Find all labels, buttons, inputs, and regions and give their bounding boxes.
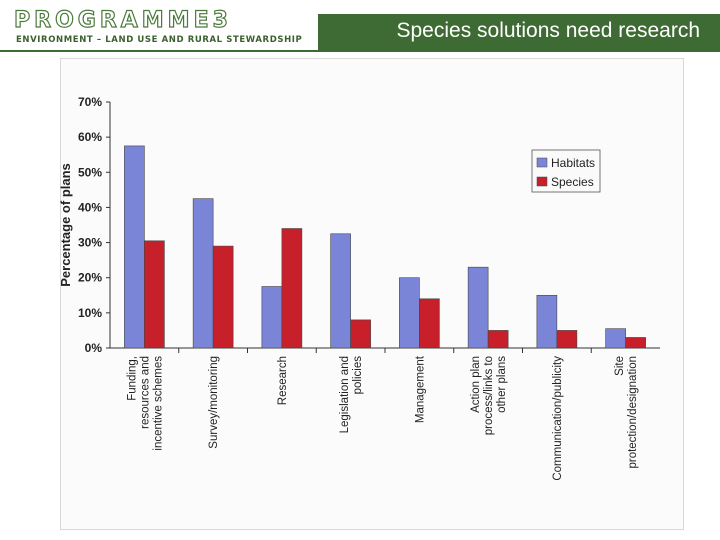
bar-species-1 bbox=[144, 240, 165, 349]
bar-species-8 bbox=[625, 337, 646, 349]
bar-habitats-2 bbox=[192, 198, 214, 349]
y-tick-label: 20% bbox=[78, 271, 102, 285]
logo-subtitle: ENVIRONMENT – LAND USE AND RURAL STEWARD… bbox=[16, 35, 303, 45]
x-tick-label: Siteprotection/designation bbox=[614, 356, 639, 469]
x-tick-label: Legislation andpolicies bbox=[339, 356, 364, 434]
x-tick-label: Management bbox=[414, 355, 426, 423]
legend-label-species: Species bbox=[551, 175, 594, 189]
title-bar: Species solutions need research bbox=[318, 14, 720, 50]
x-tick-label: Survey/monitoring bbox=[208, 356, 220, 449]
chart-legend: Habitats Species bbox=[531, 149, 601, 193]
bar-species-2 bbox=[212, 245, 234, 349]
y-tick-label: 40% bbox=[78, 200, 102, 214]
x-tick-label: Communication/publicity bbox=[552, 356, 564, 481]
y-axis-label: Percentage of plans bbox=[58, 163, 73, 287]
y-tick-label: 30% bbox=[78, 236, 102, 250]
bar-species-7 bbox=[556, 330, 578, 349]
bar-habitats-3 bbox=[261, 286, 283, 349]
y-tick-label: 60% bbox=[78, 130, 102, 144]
x-tick-label: Action planprocess/links toother plans bbox=[470, 356, 508, 436]
logo-wordmark: PROGRAMME3 bbox=[13, 7, 232, 33]
chart-bars bbox=[124, 145, 646, 349]
bar-species-5 bbox=[419, 298, 440, 349]
x-tick-label: Research bbox=[277, 356, 289, 405]
chart-labels: 0% 10% 20% 30% 40% 50% 60% 70% Percentage of pla… bbox=[58, 95, 639, 481]
x-tick-label: Funding,resources andincentive schemes bbox=[126, 356, 164, 451]
legend-swatch-habitats bbox=[536, 157, 548, 168]
bar-habitats-1 bbox=[124, 145, 145, 349]
bar-habitats-8 bbox=[605, 328, 626, 349]
programme3-logo: PROGRAMME3 ENVIRONMENT – LAND USE AND RU… bbox=[13, 7, 304, 48]
bar-habitats-5 bbox=[399, 277, 420, 349]
chart-axes bbox=[106, 101, 660, 353]
bar-habitats-6 bbox=[467, 266, 489, 349]
bar-species-3 bbox=[281, 228, 303, 349]
legend-label-habitats: Habitats bbox=[551, 156, 595, 170]
slide-title: Species solutions need research bbox=[396, 19, 700, 42]
y-tick-label: 10% bbox=[78, 306, 102, 320]
y-tick-label: 50% bbox=[78, 165, 102, 179]
bar-species-6 bbox=[487, 330, 509, 349]
slide-header: PROGRAMME3 ENVIRONMENT – LAND USE AND RU… bbox=[0, 0, 720, 52]
bar-species-4 bbox=[350, 319, 371, 349]
bar-habitats-4 bbox=[330, 233, 351, 349]
y-tick-label: 0% bbox=[85, 341, 103, 355]
y-tick-label: 70% bbox=[78, 95, 102, 109]
header-divider bbox=[0, 50, 720, 52]
bar-habitats-7 bbox=[536, 294, 558, 349]
legend-swatch-species bbox=[536, 176, 548, 187]
